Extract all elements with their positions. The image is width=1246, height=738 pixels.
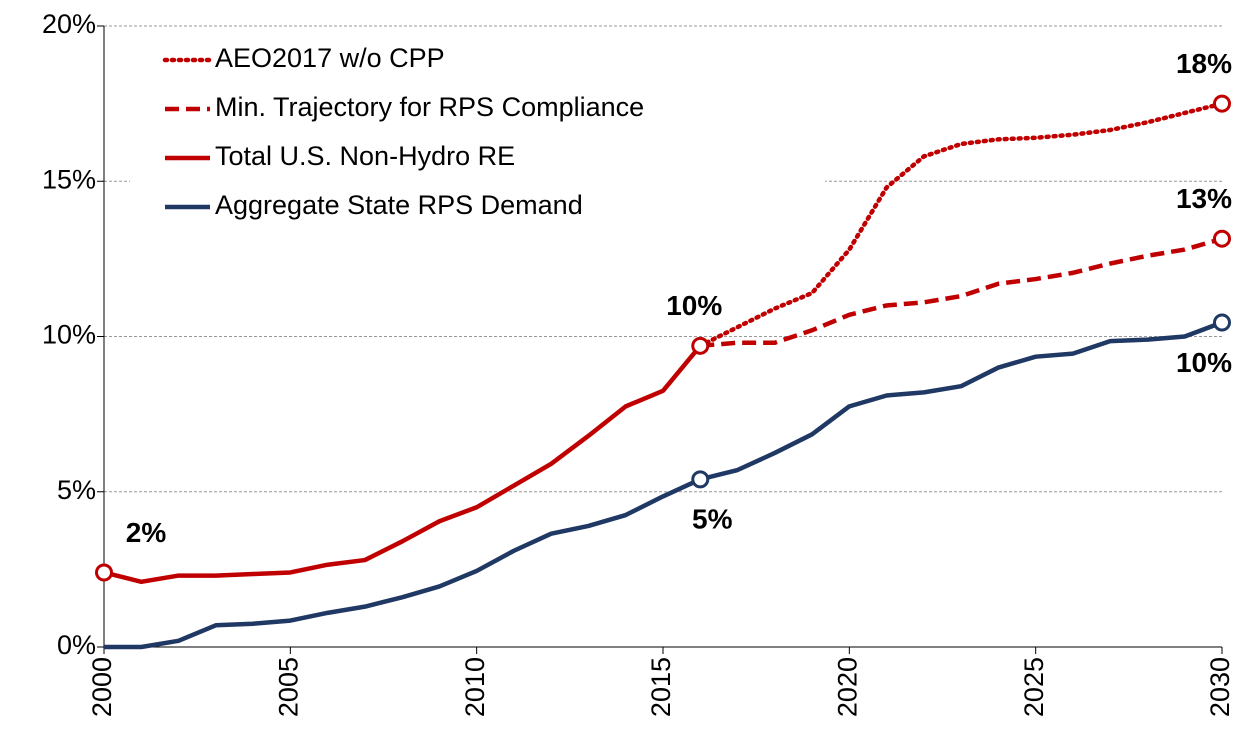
series-line (104, 320, 1223, 650)
data-label: 18% (1176, 48, 1232, 79)
series-line (700, 236, 1223, 349)
x-tick-label: 2010 (460, 657, 490, 717)
legend-label: AEO2017 w/o CPP (215, 43, 445, 73)
point-marker (1213, 94, 1231, 113)
point-marker (691, 336, 710, 355)
y-tick-label: 10% (42, 320, 96, 350)
point-marker (95, 563, 113, 582)
data-label: 5% (692, 504, 733, 535)
y-tick-label: 20% (42, 9, 96, 39)
series-line (103, 344, 703, 585)
x-tick-label: 2025 (1019, 657, 1049, 717)
data-label: 10% (1176, 347, 1232, 378)
x-tick-label: 2015 (646, 657, 676, 717)
x-tick-label: 2030 (1205, 657, 1235, 717)
legend-label: Min. Trajectory for RPS Compliance (215, 92, 644, 122)
data-label: 2% (126, 517, 167, 548)
legend-bg (130, 36, 825, 232)
point-marker (691, 470, 710, 489)
x-tick-label: 2005 (273, 657, 303, 717)
y-tick-label: 0% (57, 630, 96, 660)
data-label: 13% (1176, 183, 1232, 214)
data-label: 10% (666, 290, 722, 321)
point-marker (1213, 313, 1231, 332)
x-tick-label: 2020 (832, 657, 862, 717)
point-marker (1213, 229, 1231, 248)
series-line (698, 101, 1225, 349)
y-tick-label: 15% (42, 164, 96, 194)
y-tick-label: 5% (57, 475, 96, 505)
legend-label: Aggregate State RPS Demand (215, 190, 583, 220)
legend-label: Total U.S. Non-Hydro RE (215, 141, 515, 171)
x-tick-label: 2000 (87, 657, 117, 717)
